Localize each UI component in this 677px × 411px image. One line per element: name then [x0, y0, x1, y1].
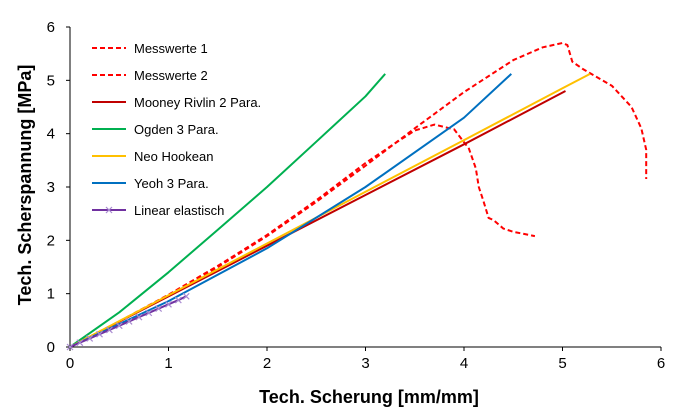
- y-axis-title: Tech. Scherspannung [MPa]: [15, 65, 35, 306]
- y-tick-label: 1: [47, 286, 55, 303]
- legend-item-yeoh-3-para: Yeoh 3 Para.: [92, 176, 209, 191]
- y-tick-label: 6: [47, 19, 55, 36]
- x-tick-label: 3: [361, 355, 369, 372]
- legend-item-ogden-3-para: Ogden 3 Para.: [92, 122, 219, 137]
- x-tick-label: 2: [263, 355, 271, 372]
- y-ticks: 0 1 2 3 4 5 6: [47, 19, 70, 356]
- series-point-linear-elastisch: [115, 322, 123, 330]
- x-tick-label: 5: [558, 355, 566, 372]
- x-tick-label: 6: [657, 355, 665, 372]
- series-line-ogden-3-para: [69, 73, 386, 348]
- x-ticks: 0 1 2 3 4 5 6: [66, 347, 665, 372]
- series-layer: [66, 42, 648, 351]
- series-line-messwerte-2: [69, 42, 648, 348]
- y-tick-label: 0: [47, 339, 55, 356]
- series-point-linear-elastisch: [66, 343, 74, 351]
- series-point-linear-elastisch: [96, 330, 103, 338]
- series-point-linear-elastisch: [125, 317, 133, 325]
- series-line-yeoh-3-para: [69, 73, 512, 348]
- legend-label: Ogden 3 Para.: [134, 122, 219, 137]
- legend-label: Messwerte 1: [134, 41, 208, 56]
- y-tick-label: 2: [47, 232, 55, 249]
- legend-item-messwerte-2: Messwerte 2: [92, 68, 208, 83]
- y-tick-label: 3: [47, 179, 55, 196]
- legend-item-messwerte-1: Messwerte 1: [92, 41, 208, 56]
- x-tick-label: 1: [164, 355, 172, 372]
- legend-label: Yeoh 3 Para.: [134, 176, 209, 191]
- series-line-neo-hookean: [69, 73, 591, 348]
- legend-label: Neo Hookean: [134, 149, 214, 164]
- legend-label: Linear elastisch: [134, 203, 224, 218]
- series-point-linear-elastisch: [86, 335, 94, 342]
- y-tick-label: 5: [47, 72, 55, 89]
- series-point-linear-elastisch: [135, 313, 143, 321]
- series-point-linear-elastisch: [182, 292, 190, 300]
- series-point-linear-elastisch: [105, 326, 113, 334]
- legend: Messwerte 1 Messwerte 2 Mooney Rivlin 2 Pa…: [92, 41, 261, 218]
- legend-item-mooney-rivlin-2-para: Mooney Rivlin 2 Para.: [92, 95, 261, 110]
- legend-item-linear-elastisch: Linear elastisch: [92, 203, 224, 218]
- y-tick-label: 4: [47, 126, 55, 143]
- series-point-linear-elastisch: [76, 339, 84, 347]
- legend-label: Messwerte 2: [134, 68, 208, 83]
- legend-item-neo-hookean: Neo Hookean: [92, 149, 214, 164]
- legend-label: Mooney Rivlin 2 Para.: [134, 95, 261, 110]
- x-tick-label: 0: [66, 355, 74, 372]
- x-axis-title: Tech. Scherung [mm/mm]: [259, 387, 479, 407]
- series-point-linear-elastisch: [174, 296, 182, 304]
- series-point-linear-elastisch: [165, 300, 172, 308]
- series-point-linear-elastisch: [155, 305, 163, 313]
- series-point-linear-elastisch: [145, 309, 153, 317]
- x-tick-label: 4: [460, 355, 468, 372]
